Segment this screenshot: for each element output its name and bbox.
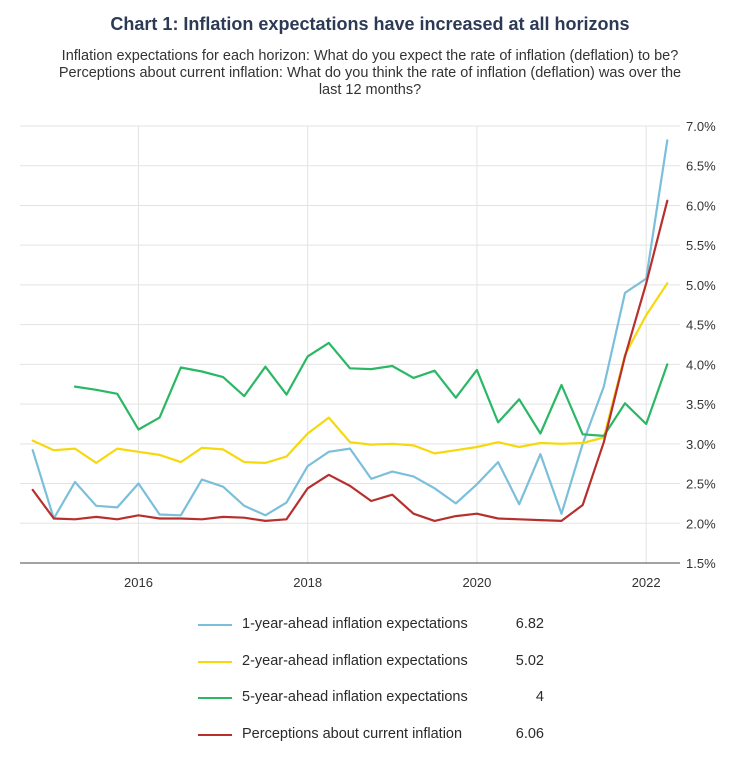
legend-value: 6.06 (515, 725, 544, 742)
legend-swatch (198, 624, 232, 626)
legend-label: 2-year-ahead inflation expectations (242, 652, 468, 669)
legend-item: 2-year-ahead inflation expectations 5.02 (198, 649, 558, 686)
series-lines (31, 139, 669, 523)
legend-label: 5-year-ahead inflation expectations (242, 689, 468, 705)
x-tick-label: 2016 (124, 575, 153, 590)
y-tick-label: 4.0% (686, 357, 716, 372)
x-tick-labels: 2016 2018 2020 2022 (124, 575, 661, 590)
y-tick-labels: 7.0% 6.5% 6.0% 5.5% 5.0% 4.5% 4.0% 3.5% 3.0% 2.5%… (686, 119, 716, 571)
y-tick-label: 6.5% (686, 159, 716, 174)
legend-value: 6.82 (515, 616, 544, 632)
legend-swatch (198, 660, 232, 663)
chart-subtitle: Inflation expectations for each horizon:… (58, 48, 682, 98)
y-tick-label: 6.0% (686, 198, 716, 213)
x-gridlines (137, 126, 647, 563)
y-tick-label: 4.5% (686, 318, 716, 333)
legend-item: Perceptions about current inflation 6.06 (198, 722, 558, 759)
legend-label: 1-year-ahead inflation expectations (242, 616, 468, 632)
legend-label: Perceptions about current inflation (242, 725, 463, 742)
legend-swatch (198, 697, 232, 699)
line-chart: 2016 2018 2020 2022 7.0% 6.5% 6.0% 5.5% 5.0% 4.5… (20, 119, 716, 590)
x-tick-label: 2020 (462, 575, 491, 590)
y-tick-label: 2.0% (686, 516, 716, 531)
legend-swatch (198, 733, 232, 736)
y-tick-label: 5.0% (686, 278, 716, 293)
series-line-4 (31, 199, 669, 523)
y-tick-label: 3.0% (686, 437, 716, 452)
legend-item: 5-year-ahead inflation expectations 4 (198, 685, 558, 722)
series-line-2 (31, 282, 669, 464)
y-gridlines (20, 125, 680, 524)
series-line-1 (31, 139, 669, 520)
legend: 1-year-ahead inflation expectations 6.82 2… (198, 612, 558, 758)
legend-value: 5.02 (515, 652, 544, 669)
legend-item: 1-year-ahead inflation expectations 6.82 (198, 612, 558, 649)
y-tick-label: 5.5% (686, 238, 716, 253)
series-line-3 (73, 341, 669, 437)
y-tick-label: 3.5% (686, 397, 716, 412)
y-tick-label: 1.5% (686, 556, 716, 571)
y-tick-label: 2.5% (686, 477, 716, 492)
x-tick-label: 2018 (293, 575, 322, 590)
legend-value: 4 (535, 689, 544, 705)
chart-title: Chart 1: Inflation expectations have inc… (110, 14, 630, 34)
y-tick-label: 7.0% (686, 119, 716, 134)
x-tick-label: 2022 (632, 575, 661, 590)
